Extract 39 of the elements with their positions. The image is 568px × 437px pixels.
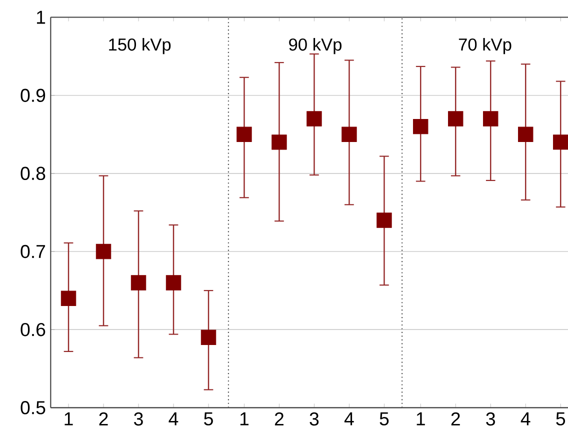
- x-tick-label: 2: [274, 412, 284, 426]
- point: [236, 126, 252, 142]
- x-tick-label: 5: [556, 412, 566, 426]
- point: [518, 126, 534, 142]
- point: [200, 330, 216, 345]
- y-tick-label: 0.7: [20, 244, 46, 258]
- x-tick-label: 3: [486, 412, 495, 426]
- y-tick-label: 1: [37, 10, 46, 24]
- y-tick-label: 0.5: [20, 401, 46, 414]
- point: [342, 126, 357, 142]
- text: 90 kVp: [289, 38, 342, 54]
- x-tick-label: 1: [240, 412, 248, 426]
- x-tick-label: 4: [168, 412, 178, 426]
- x-tick-label: 3: [310, 412, 319, 426]
- x-tick-label: 2: [451, 412, 460, 426]
- y-tick-label: 0.6: [20, 322, 46, 336]
- point: [60, 290, 76, 306]
- point: [553, 134, 568, 150]
- y-tick-label: 0.9: [20, 88, 46, 102]
- x-tick-label: 1: [64, 412, 73, 426]
- x-tick-label: 2: [99, 412, 108, 426]
- y-tick-label: 0.8: [20, 166, 46, 180]
- point: [376, 212, 392, 228]
- point: [166, 275, 182, 290]
- point: [272, 134, 287, 150]
- point: [130, 275, 146, 290]
- point: [96, 244, 112, 260]
- x-tick-label: 4: [520, 412, 530, 426]
- point: [483, 111, 498, 126]
- x-tick-label: 1: [416, 412, 425, 426]
- x-tick-label: 5: [380, 412, 389, 426]
- point: [448, 111, 464, 126]
- x-tick-label: 5: [204, 412, 213, 426]
- x-tick-label: 4: [344, 412, 354, 426]
- text: 70 kVp: [458, 38, 512, 54]
- point: [306, 111, 322, 126]
- text: 150 kVp: [109, 38, 171, 54]
- x-tick-label: 3: [134, 412, 143, 426]
- point: [413, 118, 428, 134]
